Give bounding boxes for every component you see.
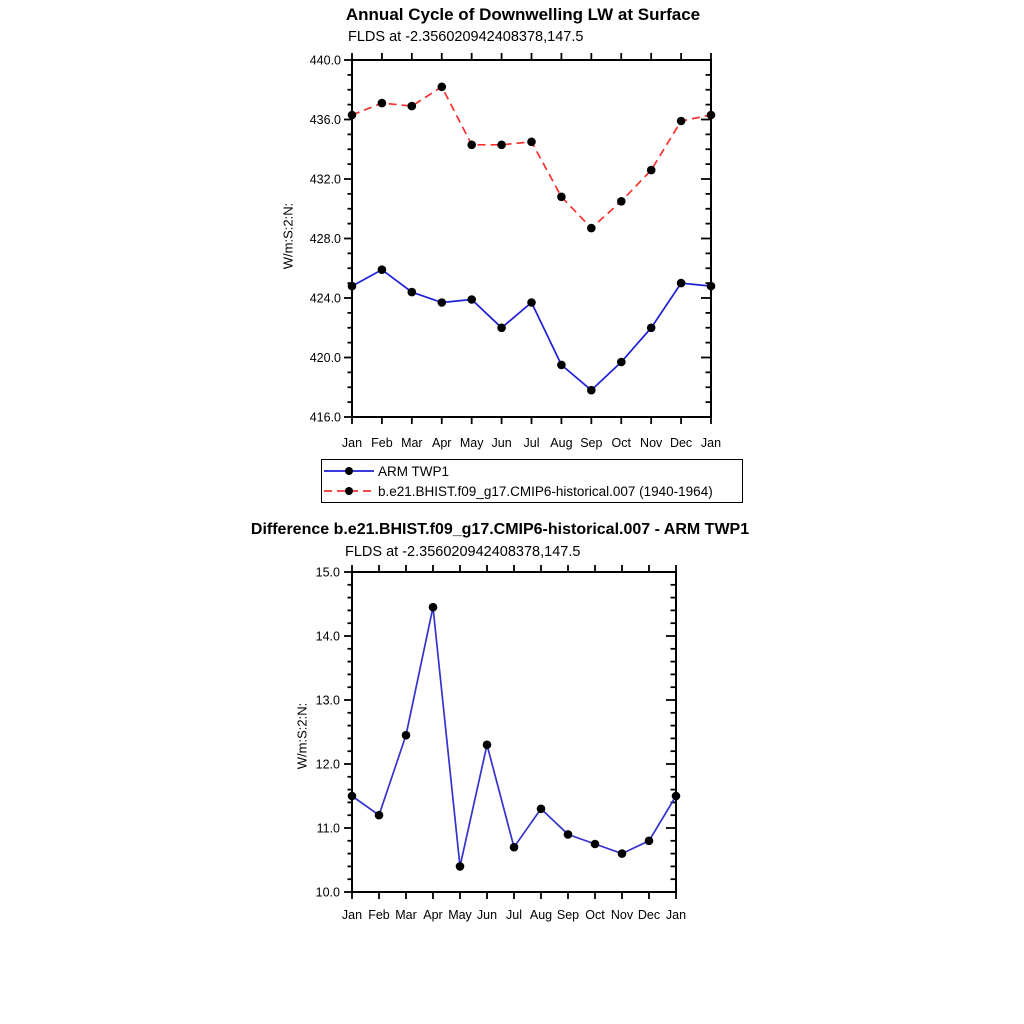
data-point	[671, 791, 681, 801]
data-point	[467, 295, 477, 304]
data-point	[617, 357, 626, 367]
data-point	[557, 192, 566, 202]
x-tick-label: May	[460, 436, 484, 450]
data-point	[347, 791, 357, 801]
x-tick-label: Jun	[477, 908, 497, 922]
legend-label-arm-twp1: ARM TWP1	[378, 463, 450, 479]
y-tick-label: 13.0	[316, 694, 340, 708]
data-point	[536, 804, 546, 814]
y-tick-label: 424.0	[310, 292, 341, 306]
data-point	[455, 862, 465, 871]
data-point	[509, 842, 519, 852]
series-line-0	[351, 268, 712, 392]
x-tick-label: Jul	[506, 908, 522, 922]
x-tick-label: Aug	[550, 436, 572, 450]
data-point	[617, 197, 626, 206]
data-point	[377, 265, 387, 275]
data-point	[467, 140, 477, 150]
series-line-1	[351, 85, 712, 230]
x-tick-label: Aug	[530, 908, 552, 922]
data-point	[563, 830, 573, 839]
data-point	[706, 110, 716, 120]
data-point	[527, 137, 536, 147]
x-tick-label: Dec	[670, 436, 692, 450]
x-tick-label: Jan	[342, 908, 362, 922]
data-point	[644, 836, 654, 846]
top-chart-y-axis-title: W/m:S:2:N:	[280, 202, 296, 270]
x-tick-label: Apr	[432, 436, 451, 450]
top-chart-subtitle: FLDS at -2.356020942408378,147.5	[348, 29, 584, 45]
x-tick-label: Oct	[612, 436, 632, 450]
data-point	[482, 740, 492, 750]
x-tick-label: Oct	[585, 908, 605, 922]
x-tick-label: Jun	[492, 436, 512, 450]
data-point	[617, 849, 627, 858]
data-point	[407, 101, 417, 111]
x-tick-label: Sep	[557, 908, 579, 922]
data-point	[347, 110, 357, 120]
legend-entry-model: b.e21.BHIST.f09_g17.CMIP6-historical.007…	[323, 481, 742, 501]
x-tick-label: Jul	[524, 436, 540, 450]
y-tick-label: 10.0	[316, 886, 340, 900]
data-point	[497, 140, 506, 150]
data-point	[374, 810, 384, 820]
data-point	[527, 298, 536, 307]
y-tick-label: 11.0	[317, 822, 340, 836]
x-tick-label: Jan	[666, 908, 686, 922]
data-point	[377, 98, 387, 108]
y-tick-label: 14.0	[316, 630, 340, 644]
data-point	[401, 730, 411, 740]
data-point	[646, 323, 656, 333]
data-point	[590, 839, 600, 849]
legend-box: ARM TWP1 b.e21.BHIST.f09_g17.CMIP6-histo…	[321, 459, 743, 503]
series-line-0	[351, 607, 677, 867]
legend-label-model: b.e21.BHIST.f09_g17.CMIP6-historical.007…	[378, 483, 713, 499]
y-tick-label: 420.0	[310, 351, 341, 365]
x-tick-label: May	[448, 908, 472, 922]
x-tick-label: Feb	[371, 436, 393, 450]
data-point	[407, 287, 417, 297]
data-point	[646, 165, 656, 175]
y-tick-label: 15.0	[316, 566, 340, 580]
x-tick-label: Mar	[401, 436, 423, 450]
data-point	[676, 278, 686, 288]
legend-entry-arm-twp1: ARM TWP1	[323, 461, 742, 481]
data-point	[587, 223, 596, 233]
data-point	[676, 116, 686, 126]
x-tick-label: Nov	[640, 436, 663, 450]
legend-line-sample-solid-icon	[324, 467, 374, 475]
data-point	[437, 82, 447, 92]
data-point	[497, 323, 506, 333]
y-tick-label: 428.0	[310, 232, 341, 246]
legend-line-sample-dashed-icon	[324, 487, 374, 495]
data-point	[347, 281, 357, 291]
plot-frame	[351, 59, 712, 418]
data-point	[587, 385, 596, 395]
x-tick-label: Nov	[611, 908, 634, 922]
x-tick-label: Feb	[368, 908, 390, 922]
y-tick-label: 12.0	[316, 758, 340, 772]
data-point	[706, 281, 716, 291]
y-tick-label: 436.0	[310, 113, 341, 127]
x-tick-label: Dec	[638, 908, 660, 922]
bottom-chart-title: Difference b.e21.BHIST.f09_g17.CMIP6-his…	[250, 521, 750, 538]
x-tick-label: Jan	[701, 436, 721, 450]
bottom-chart-subtitle: FLDS at -2.356020942408378,147.5	[345, 544, 581, 560]
y-tick-label: 416.0	[310, 411, 341, 425]
top-chart-title: Annual Cycle of Downwelling LW at Surfac…	[345, 5, 701, 24]
x-tick-label: Mar	[395, 908, 417, 922]
data-point	[437, 298, 447, 307]
y-tick-label: 440.0	[310, 54, 341, 68]
data-point	[428, 602, 438, 612]
data-point	[557, 360, 566, 370]
x-tick-label: Apr	[423, 908, 442, 922]
x-tick-label: Jan	[342, 436, 362, 450]
x-tick-label: Sep	[580, 436, 602, 450]
bottom-chart-y-axis-title: W/m:S:2:N:	[294, 702, 310, 770]
y-tick-label: 432.0	[310, 173, 341, 187]
